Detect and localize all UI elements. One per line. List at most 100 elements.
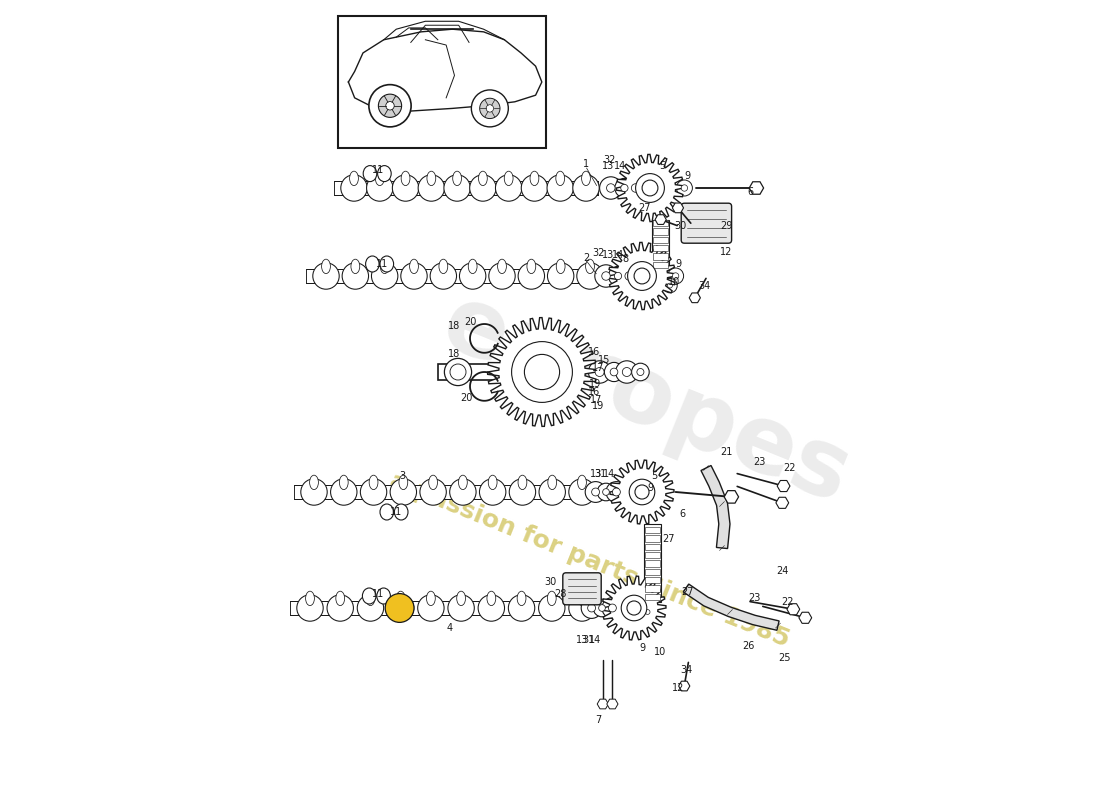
Bar — [646, 586, 660, 592]
Text: 3: 3 — [399, 471, 405, 481]
Circle shape — [638, 485, 652, 499]
Bar — [438, 364, 542, 380]
Text: 30: 30 — [543, 578, 557, 587]
Bar — [646, 560, 660, 566]
Circle shape — [573, 174, 600, 202]
Circle shape — [539, 478, 565, 506]
Polygon shape — [679, 681, 690, 691]
Text: 9: 9 — [639, 643, 645, 653]
Bar — [646, 577, 660, 583]
Text: 10: 10 — [668, 277, 680, 286]
Text: 27: 27 — [638, 203, 651, 213]
Circle shape — [635, 606, 639, 610]
Ellipse shape — [309, 475, 318, 490]
Circle shape — [472, 90, 508, 127]
Circle shape — [676, 180, 692, 196]
Circle shape — [460, 262, 486, 289]
Ellipse shape — [488, 475, 497, 490]
Circle shape — [576, 262, 603, 289]
Text: 5: 5 — [651, 471, 657, 481]
Text: 20: 20 — [464, 317, 476, 326]
Ellipse shape — [395, 504, 408, 520]
Ellipse shape — [585, 259, 594, 274]
Text: 24: 24 — [776, 566, 789, 576]
Circle shape — [621, 595, 647, 621]
Ellipse shape — [379, 256, 394, 272]
Polygon shape — [610, 460, 674, 524]
Text: 14: 14 — [614, 161, 626, 170]
Text: 4: 4 — [447, 623, 453, 633]
Bar — [644, 524, 661, 602]
Circle shape — [606, 184, 615, 192]
Circle shape — [341, 174, 367, 202]
Text: 18: 18 — [448, 322, 460, 331]
Circle shape — [508, 595, 535, 621]
Circle shape — [597, 483, 615, 501]
Ellipse shape — [497, 259, 506, 274]
Circle shape — [602, 598, 623, 618]
Circle shape — [630, 601, 645, 615]
Ellipse shape — [478, 171, 487, 186]
Circle shape — [603, 489, 609, 495]
Circle shape — [625, 177, 647, 199]
Circle shape — [646, 610, 650, 614]
Text: 21: 21 — [719, 447, 733, 457]
Circle shape — [631, 184, 640, 192]
Polygon shape — [607, 699, 618, 709]
Text: 13: 13 — [602, 250, 614, 260]
Ellipse shape — [456, 591, 465, 606]
Text: 25: 25 — [778, 653, 791, 662]
Text: 11: 11 — [390, 507, 403, 517]
Ellipse shape — [321, 259, 330, 274]
Text: 11: 11 — [372, 589, 384, 598]
Circle shape — [547, 174, 573, 202]
Text: 5: 5 — [659, 161, 666, 170]
Circle shape — [618, 265, 640, 287]
Text: 1: 1 — [583, 159, 590, 169]
Ellipse shape — [578, 591, 586, 606]
Ellipse shape — [366, 591, 375, 606]
Ellipse shape — [459, 475, 468, 490]
Ellipse shape — [453, 171, 462, 186]
Text: 34: 34 — [681, 666, 693, 675]
Polygon shape — [616, 154, 683, 222]
Circle shape — [386, 102, 394, 110]
Circle shape — [668, 283, 672, 288]
Circle shape — [539, 595, 565, 621]
Ellipse shape — [370, 475, 378, 490]
Polygon shape — [778, 481, 790, 491]
Ellipse shape — [427, 591, 436, 606]
Circle shape — [400, 262, 427, 289]
Text: 2: 2 — [583, 253, 590, 262]
Polygon shape — [602, 576, 666, 640]
Circle shape — [327, 595, 353, 621]
Polygon shape — [683, 584, 779, 630]
Circle shape — [420, 478, 447, 506]
Ellipse shape — [375, 171, 384, 186]
Ellipse shape — [365, 256, 380, 272]
Text: 30: 30 — [674, 221, 686, 230]
Bar — [653, 254, 668, 260]
Circle shape — [681, 185, 688, 191]
Circle shape — [430, 262, 456, 289]
Bar — [653, 245, 668, 251]
Polygon shape — [690, 293, 701, 302]
Circle shape — [418, 595, 444, 621]
Bar — [646, 544, 660, 550]
Bar — [651, 220, 669, 270]
Circle shape — [387, 595, 414, 621]
Bar — [646, 527, 660, 534]
Circle shape — [444, 358, 472, 386]
Text: 12: 12 — [672, 683, 684, 693]
Circle shape — [480, 98, 501, 118]
Text: 9: 9 — [684, 171, 691, 181]
Text: 17: 17 — [592, 363, 604, 373]
Circle shape — [495, 174, 521, 202]
Circle shape — [629, 479, 654, 505]
Circle shape — [372, 262, 398, 289]
Text: 19: 19 — [588, 379, 601, 389]
Text: 23: 23 — [754, 458, 766, 467]
Circle shape — [615, 272, 622, 280]
Text: 23: 23 — [749, 593, 761, 602]
Ellipse shape — [557, 259, 565, 274]
